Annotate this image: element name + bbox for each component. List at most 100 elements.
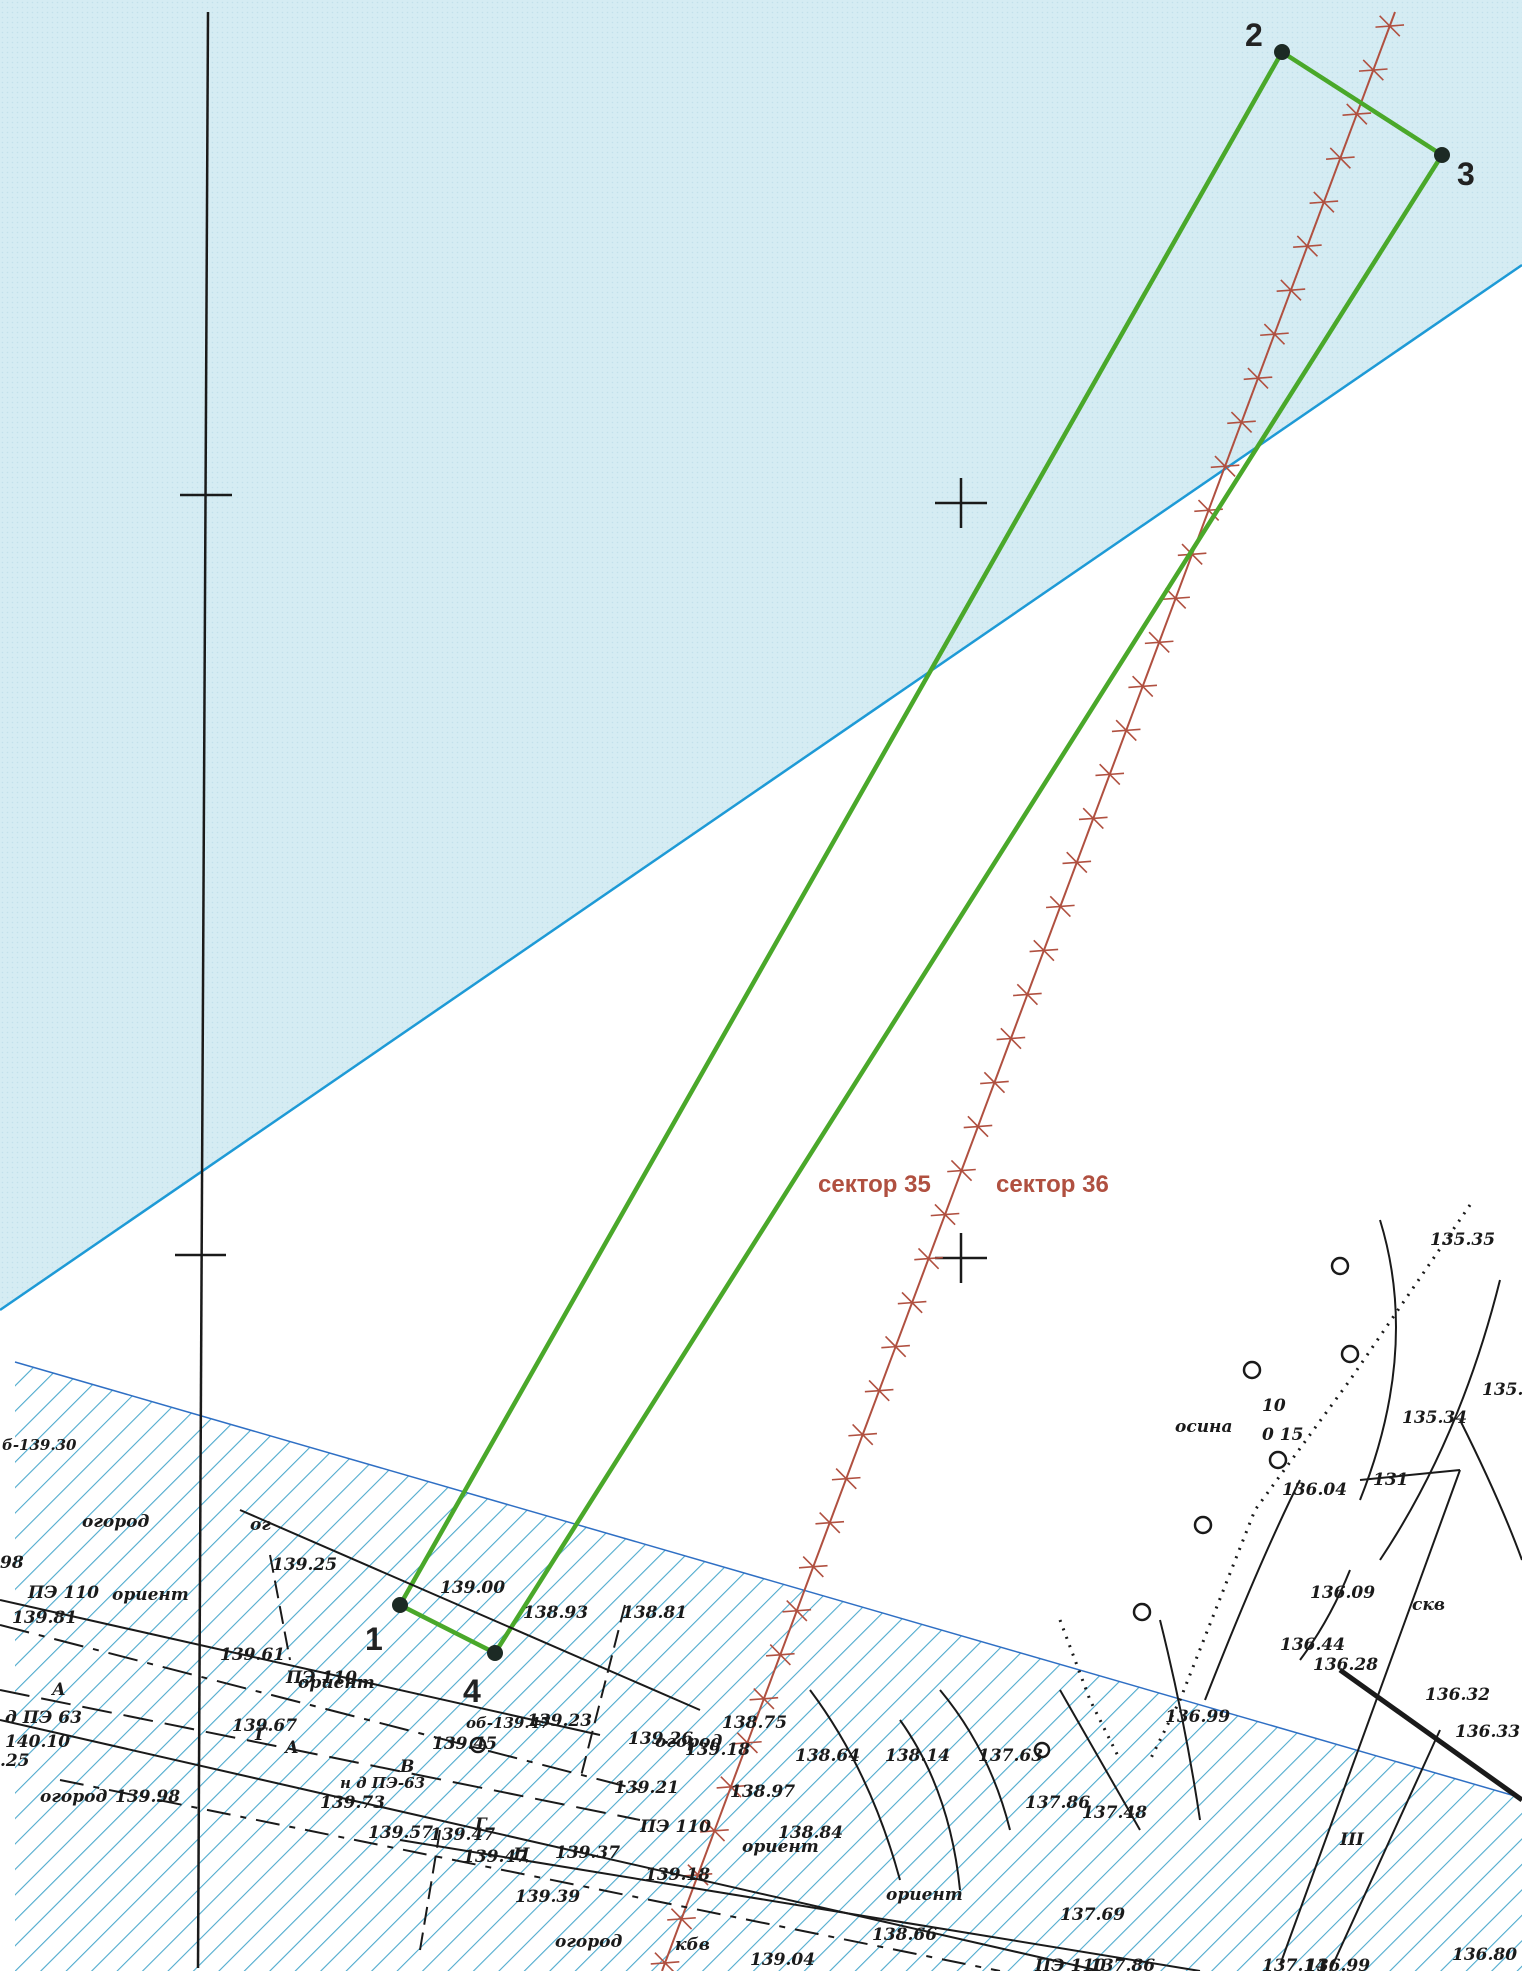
point-4-marker [487,1645,503,1661]
topo-label: 138.14 [885,1746,950,1766]
sector-tick [963,1115,980,1129]
topo-circles [469,1256,1360,1759]
topo-label: .25 [0,1751,30,1771]
sector-tick [683,1864,700,1877]
sector-tick [1107,772,1125,786]
grid-cross [935,478,987,528]
topo-label: 137.14 [1262,1956,1327,1971]
topo-label: 139.21 [614,1778,679,1798]
sector-tick [1058,904,1075,918]
topo-label: 135.35 [1430,1230,1495,1250]
sector-tick [1045,895,1063,909]
sector-tick [782,1600,799,1613]
topo-label: 139.57 [368,1823,433,1843]
sector-tick [749,1688,766,1701]
sector-tick [1128,675,1145,689]
sector-tick [1009,1036,1026,1050]
sector-tick [667,1908,684,1921]
sector-tick [910,1300,927,1314]
topo-label: ориент [886,1885,963,1905]
sector-tick [1161,587,1178,601]
topo-label: 139.00 [440,1578,505,1598]
topo-label: огород [82,1512,149,1532]
sector-tick [1276,279,1293,293]
sector-tick [1210,455,1227,469]
topo-label: 140.10 [5,1732,70,1752]
water-boundary-line [0,263,1522,1312]
sector-tick [1029,939,1046,953]
topo-label: А [50,1680,66,1700]
water-zone-texture [0,0,1522,1310]
topo-label: 137.48 [1082,1803,1147,1823]
topo-label: ПЭ 110 [285,1668,357,1688]
topo-label: 138.66 [872,1925,937,1945]
topo-label: 139.73 [320,1793,385,1813]
topo-label: б-139.30 [2,1436,77,1454]
sector-tick [831,1467,848,1481]
topo-label: кбв [675,1935,710,1955]
topo-label: 139.47 [463,1847,528,1867]
topo-label: огород [655,1732,722,1752]
topo-label: 136.44 [1280,1635,1345,1655]
topo-label: Г [474,1815,488,1835]
sector-tick [1042,948,1059,962]
topo-label: 139.23 [527,1711,592,1731]
point-3-label: 3 [1457,156,1475,192]
sector-tick [1173,596,1190,610]
sector-tick [959,1168,976,1182]
sector-tick [798,1555,816,1569]
sector-tick [1375,15,1392,28]
sector-tick [992,1080,1009,1094]
sector-tick [1091,816,1108,830]
sector-tick [1075,860,1092,874]
sector-tick [650,1952,667,1965]
sector-tick [1013,983,1030,997]
topo-label: 139.18 [645,1865,710,1885]
topo-label: ориент [112,1585,189,1605]
sector-tick [1111,719,1128,733]
topo-label: об-139.47 [466,1714,551,1732]
grid-line-vertical [196,11,210,1969]
sector-tick [1062,851,1079,865]
sector-tick [1342,103,1359,116]
sector-tick [1157,640,1174,654]
sector-tick [1095,763,1112,777]
sector-tick [1309,191,1326,204]
sector-tick [1140,684,1158,698]
sector-tick [914,1247,931,1261]
topo-label: 139.61 [220,1645,285,1665]
sector-35-label: сектор 35 [818,1171,931,1198]
sector-tick [848,1423,865,1437]
topo-label: ог [250,1515,271,1535]
topo-label: ПЭ 110 [1034,1956,1106,1971]
sector-tick [943,1212,960,1226]
topo-label: ориент [298,1673,375,1693]
topo-label: 136.33 [1455,1722,1520,1742]
topo-label: 138.84 [778,1823,843,1843]
topo-label: 10 [1262,1396,1286,1416]
sector-tick [844,1476,861,1490]
topo-label: 136.28 [1313,1655,1378,1675]
point-3-marker [1434,147,1450,163]
sector-tick [893,1344,910,1358]
topo-label: 139.25 [272,1555,337,1575]
hatched-zone [15,1362,1522,1971]
topo-label: 136.80 [1452,1945,1517,1965]
sector-tick [897,1291,914,1305]
topo-label: 135.03 [1482,1380,1522,1400]
sector-boundary-line [661,11,1396,1971]
point-2-marker [1274,44,1290,60]
topo-label: скв [1412,1595,1445,1615]
topo-label: 139.67 [232,1716,297,1736]
topo-label: 139.39 [515,1887,580,1907]
topo-label: 136.09 [1310,1583,1375,1603]
topo-linework [0,1219,1522,1971]
topo-label: Ц [512,1845,530,1865]
topo-label: 135.34 [1402,1408,1467,1428]
point-1-label: 1 [365,1621,383,1657]
sector-tick [827,1520,845,1534]
topo-label: 139.26 [628,1729,693,1749]
sector-boundary-ticks [650,15,1405,1971]
topo-label: ориент [742,1837,819,1857]
